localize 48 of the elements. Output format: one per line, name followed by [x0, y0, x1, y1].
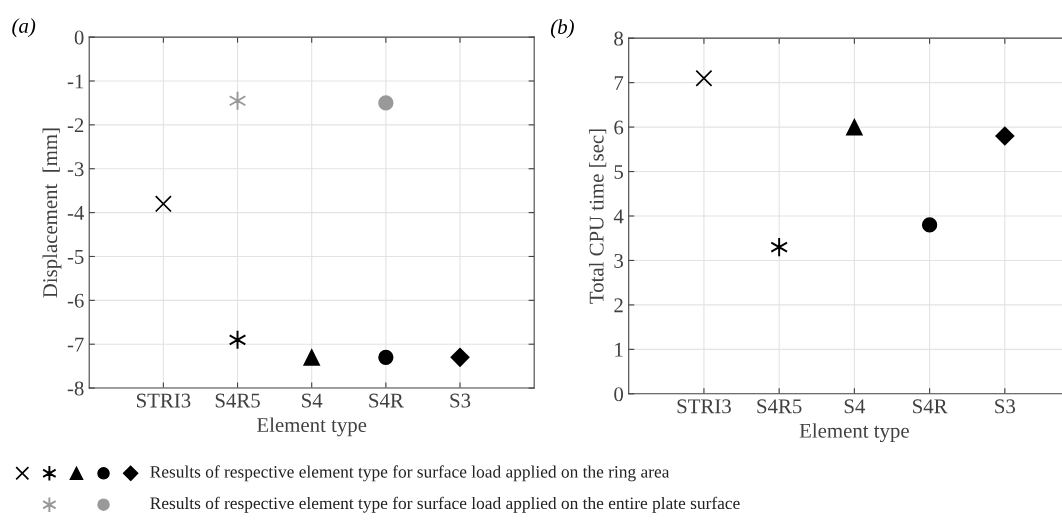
y-tick-label: -5	[67, 250, 84, 264]
legend-label: Results of respective element type for surface load applied on the ring area	[150, 465, 670, 482]
y-tick-label: -6	[67, 293, 84, 308]
y-axis-title: Displacement [mm]	[42, 128, 62, 298]
point	[770, 237, 788, 258]
x-tick-label: S3	[995, 399, 1016, 414]
point	[995, 126, 1015, 146]
y-tick-label: 1	[615, 342, 623, 357]
x-tick-label: STRI3	[136, 393, 191, 408]
text: (b)	[550, 19, 574, 39]
x-tick-label: S4R5	[215, 393, 260, 408]
point	[846, 118, 863, 136]
x-tick-label: S4R	[369, 393, 404, 408]
point	[378, 349, 394, 365]
y-tick-label: -7	[67, 337, 84, 352]
x-axis-title: Element type	[799, 423, 909, 443]
x-tick-label: S4R	[913, 399, 948, 414]
y-tick-label: 2	[614, 298, 623, 313]
y-tick-label: 8	[614, 31, 624, 46]
x-tick-label: STRI3	[677, 399, 731, 414]
y-tick-label: -3	[67, 162, 84, 177]
y-tick-label: 0	[614, 387, 624, 402]
x-tick-label: S4R5	[757, 399, 802, 414]
point	[228, 329, 247, 350]
y-tick-label: 4	[613, 209, 624, 224]
y-axis-title: Total CPU time [sec]	[588, 129, 607, 304]
legend-label: Results of respective element type for surface load applied on the entire plate surface	[150, 496, 740, 513]
y-tick-label: -8	[67, 381, 84, 396]
x-tick-label: S3	[450, 393, 471, 408]
x-axis-title: Element type	[257, 417, 367, 437]
point	[450, 347, 470, 367]
point	[228, 90, 247, 111]
y-tick-label: 7	[614, 76, 624, 90]
y-tick-label: -1	[67, 74, 84, 89]
x-tick-label: S4	[844, 399, 866, 414]
text: (a)	[12, 18, 36, 38]
point	[378, 95, 394, 111]
y-tick-label: 6	[614, 120, 624, 135]
y-tick-label: -4	[67, 206, 85, 220]
x-tick-label: S4	[302, 393, 323, 408]
point	[303, 349, 321, 366]
point	[154, 195, 172, 213]
y-tick-label: 5	[614, 165, 624, 179]
point	[921, 217, 938, 233]
point	[695, 69, 713, 87]
y-tick-label: -2	[67, 118, 84, 133]
y-tick-label: 0	[74, 30, 84, 45]
y-tick-label: 3	[614, 253, 624, 268]
